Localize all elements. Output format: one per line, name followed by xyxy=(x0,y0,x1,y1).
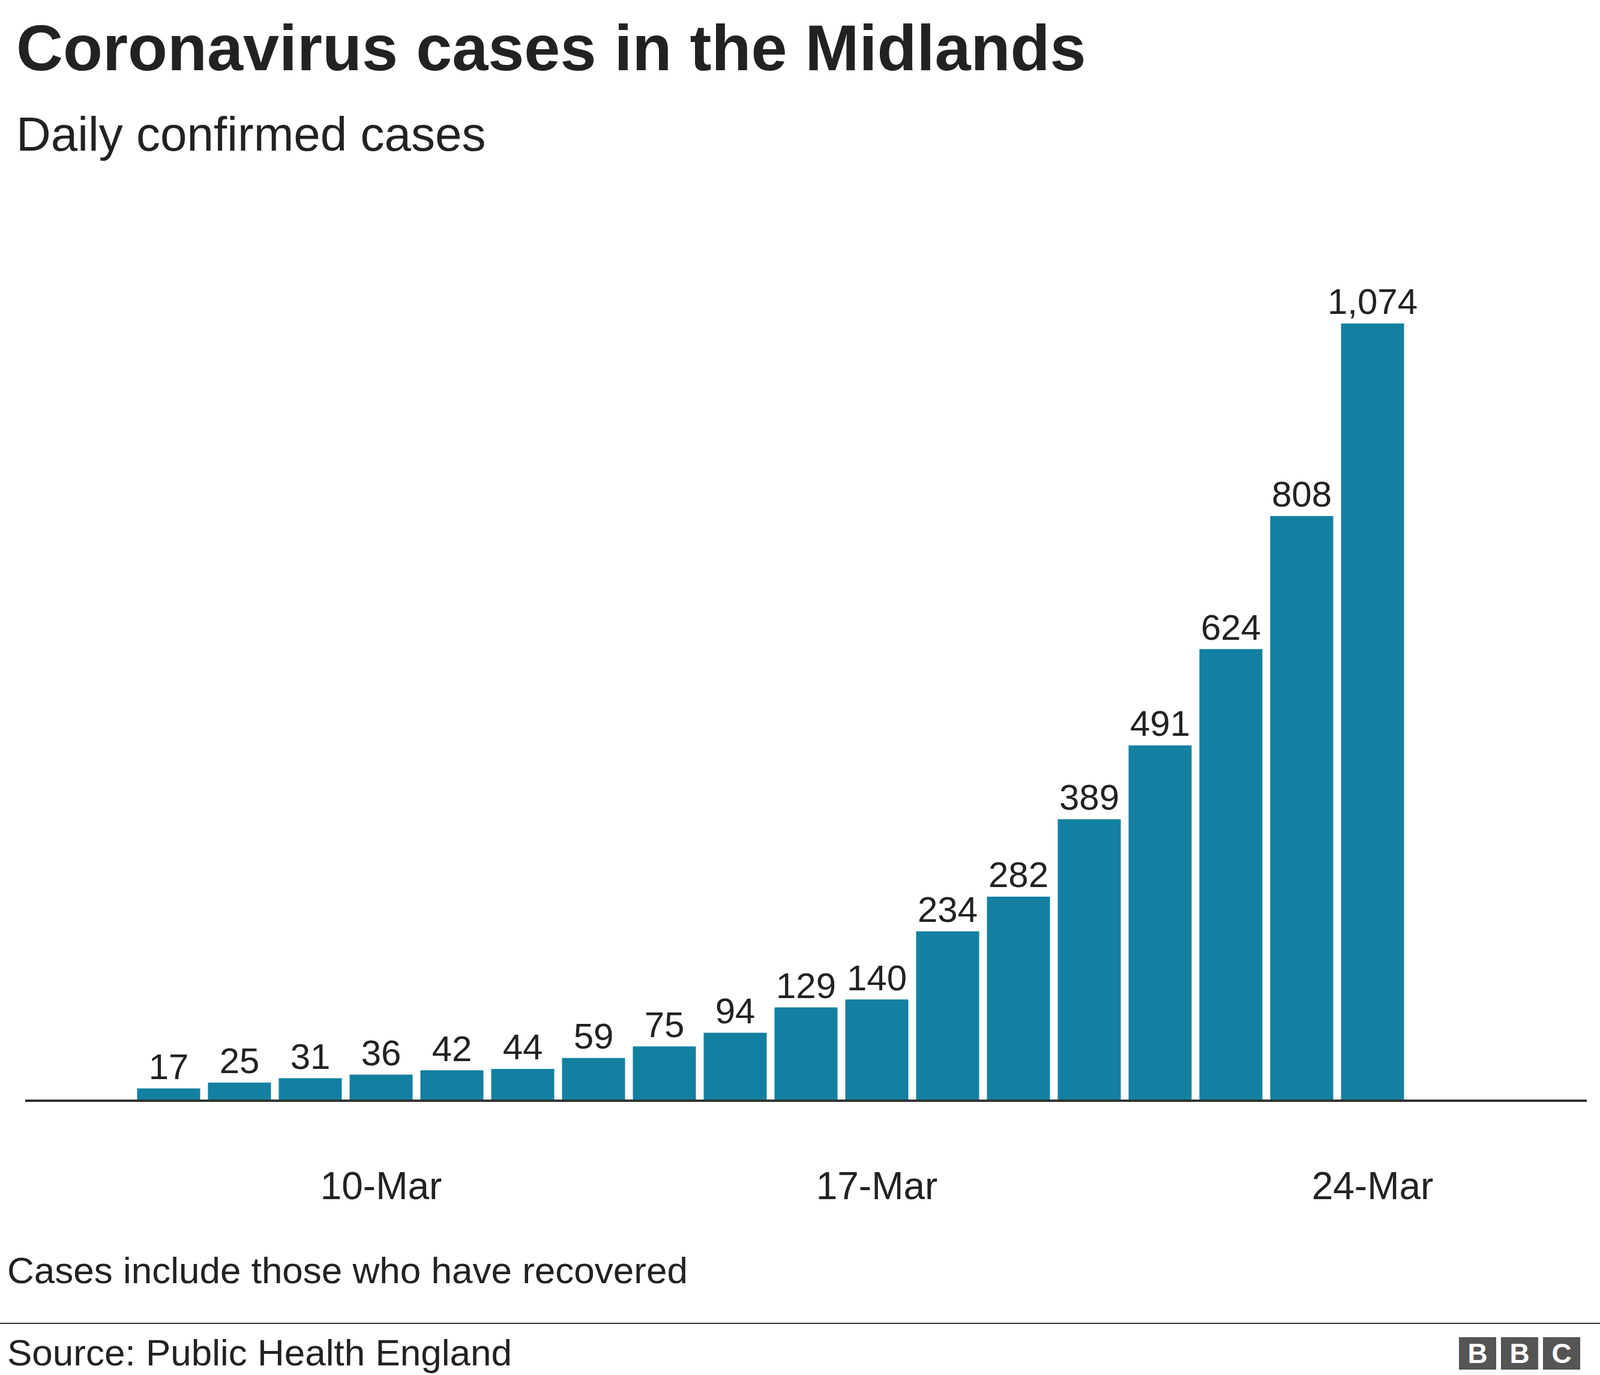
svg-text:Cases include those who have r: Cases include those who have recovered xyxy=(7,1249,688,1291)
svg-text:94: 94 xyxy=(715,990,756,1032)
svg-text:10-Mar: 10-Mar xyxy=(320,1164,443,1208)
svg-text:234: 234 xyxy=(917,889,978,930)
svg-text:140: 140 xyxy=(846,957,907,999)
svg-text:389: 389 xyxy=(1059,777,1120,818)
svg-text:C: C xyxy=(1551,1337,1572,1369)
svg-text:75: 75 xyxy=(644,1004,685,1045)
svg-text:624: 624 xyxy=(1200,607,1261,648)
svg-text:B: B xyxy=(1467,1337,1488,1369)
svg-text:25: 25 xyxy=(219,1040,260,1081)
svg-text:17-Mar: 17-Mar xyxy=(816,1164,939,1208)
svg-text:36: 36 xyxy=(361,1032,402,1074)
svg-text:282: 282 xyxy=(988,854,1049,895)
svg-text:17: 17 xyxy=(148,1046,190,1087)
svg-text:Daily confirmed cases: Daily confirmed cases xyxy=(16,107,487,161)
svg-text:Source: Public Health England: Source: Public Health England xyxy=(7,1331,512,1374)
svg-text:Coronavirus cases in the Midla: Coronavirus cases in the Midlands xyxy=(16,11,1086,85)
svg-text:491: 491 xyxy=(1130,703,1191,744)
svg-text:808: 808 xyxy=(1271,474,1332,515)
svg-text:31: 31 xyxy=(290,1036,331,1077)
svg-text:1,074: 1,074 xyxy=(1327,281,1418,322)
svg-text:129: 129 xyxy=(775,965,837,1006)
svg-text:42: 42 xyxy=(432,1028,473,1069)
svg-text:59: 59 xyxy=(573,1016,614,1057)
svg-text:B: B xyxy=(1509,1337,1530,1369)
svg-text:24-Mar: 24-Mar xyxy=(1311,1164,1434,1208)
svg-text:44: 44 xyxy=(502,1026,544,1068)
